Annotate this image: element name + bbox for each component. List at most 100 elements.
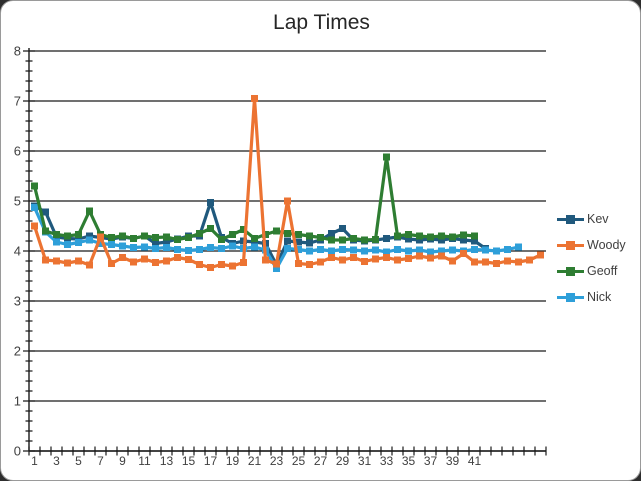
legend-label: Kev <box>587 212 609 226</box>
data-point-marker <box>405 231 412 238</box>
data-point-marker <box>141 255 148 263</box>
x-tick-label: 3 <box>53 454 60 468</box>
data-point-marker <box>108 234 115 241</box>
data-point-marker <box>262 256 269 264</box>
data-point-marker <box>273 260 280 268</box>
x-tick-label: 29 <box>336 454 350 468</box>
data-point-marker <box>383 254 390 261</box>
data-point-marker <box>394 246 401 253</box>
data-point-marker <box>383 235 390 242</box>
y-tick-label: 0 <box>14 444 21 459</box>
data-point-marker <box>75 239 82 246</box>
data-point-marker <box>328 230 335 237</box>
data-point-marker <box>185 256 192 263</box>
data-point-marker <box>317 258 324 266</box>
data-point-marker <box>339 256 346 264</box>
data-point-marker <box>493 247 500 255</box>
data-point-marker <box>273 265 280 272</box>
data-point-marker <box>163 257 170 265</box>
y-tick-label: 4 <box>14 244 21 259</box>
x-tick-label: 33 <box>380 454 394 468</box>
data-point-marker <box>75 231 82 238</box>
x-tick-label: 25 <box>292 454 306 468</box>
data-point-marker <box>339 246 346 253</box>
y-tick-label: 7 <box>14 94 21 109</box>
data-point-marker <box>108 260 115 267</box>
data-point-marker <box>284 230 291 237</box>
legend-item-kev[interactable]: Kev <box>557 210 626 228</box>
data-point-marker <box>405 255 412 262</box>
data-point-marker <box>295 238 302 246</box>
data-point-marker <box>119 242 126 250</box>
data-point-marker <box>174 246 181 253</box>
data-point-marker <box>64 232 71 240</box>
data-point-marker <box>306 261 313 268</box>
data-point-marker <box>53 257 60 265</box>
data-point-marker <box>196 246 203 253</box>
data-point-marker <box>471 232 478 240</box>
data-point-marker <box>438 232 445 240</box>
data-point-marker <box>350 246 357 254</box>
data-point-marker <box>416 246 423 254</box>
data-point-marker <box>515 243 522 251</box>
data-point-marker <box>207 199 214 206</box>
data-point-marker <box>460 231 467 239</box>
data-point-marker <box>438 252 445 260</box>
y-tick-label: 3 <box>14 294 21 309</box>
data-point-marker <box>438 247 445 255</box>
data-point-marker <box>64 259 71 267</box>
x-tick-label: 9 <box>119 454 126 468</box>
data-point-marker <box>240 259 247 266</box>
data-point-marker <box>427 248 434 256</box>
data-point-marker <box>295 246 302 253</box>
series-woody <box>31 95 544 271</box>
data-point-marker <box>449 257 456 265</box>
y-axis: 0 1 2 3 4 5 6 7 8 <box>14 44 35 459</box>
y-tick-label: 6 <box>14 144 21 159</box>
data-point-marker <box>185 247 192 254</box>
data-point-marker <box>394 232 401 240</box>
data-point-marker <box>207 264 214 271</box>
data-point-marker <box>163 244 170 251</box>
data-point-marker <box>86 232 93 240</box>
data-point-marker <box>306 247 313 255</box>
data-point-marker <box>350 235 357 242</box>
data-point-marker <box>174 236 181 243</box>
data-point-marker <box>130 258 137 266</box>
data-point-marker <box>207 244 214 251</box>
data-point-marker <box>383 248 390 256</box>
data-point-marker <box>526 256 533 264</box>
legend: Kev Woody Geoff Nick <box>557 210 626 306</box>
data-point-marker <box>251 243 258 251</box>
legend-marker-icon <box>557 214 584 225</box>
data-point-marker <box>449 246 456 254</box>
data-point-marker <box>86 236 93 244</box>
data-point-marker <box>361 247 368 255</box>
legend-item-geoff[interactable]: Geoff <box>557 262 626 280</box>
data-point-marker <box>416 232 423 240</box>
series-geoff <box>31 153 478 244</box>
chart-title: Lap Times <box>273 11 370 34</box>
data-point-marker <box>152 259 159 266</box>
x-tick-label: 11 <box>138 454 151 468</box>
data-point-marker <box>130 244 137 251</box>
legend-label: Nick <box>587 290 612 304</box>
data-point-marker <box>350 254 357 261</box>
data-point-marker <box>295 231 302 238</box>
data-point-marker <box>482 246 489 254</box>
data-point-marker <box>405 247 412 255</box>
data-point-marker <box>152 240 159 247</box>
legend-item-nick[interactable]: Nick <box>557 288 626 306</box>
data-point-marker <box>163 238 170 246</box>
legend-item-woody[interactable]: Woody <box>557 236 626 254</box>
data-point-marker <box>427 254 434 262</box>
data-point-marker <box>273 227 280 235</box>
data-point-marker <box>295 260 302 267</box>
x-tick-label: 5 <box>75 454 82 468</box>
data-point-marker <box>372 236 379 243</box>
data-point-marker <box>339 225 346 232</box>
data-point-marker <box>372 255 379 263</box>
data-point-marker <box>185 234 192 241</box>
